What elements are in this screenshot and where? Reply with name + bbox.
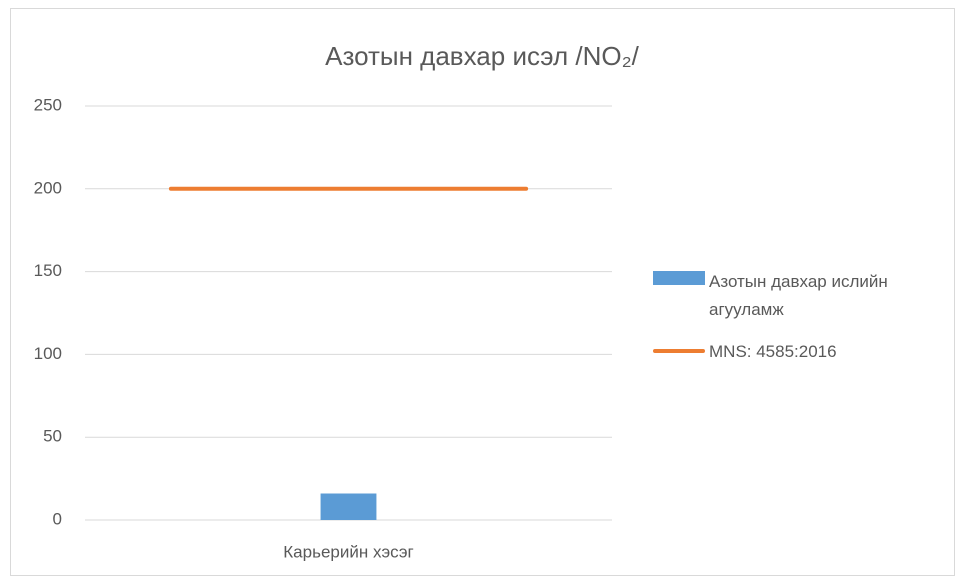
- y-tick-label: 150: [34, 261, 62, 280]
- legend-label: Азотын давхар ислийн агууламж: [709, 272, 888, 319]
- y-tick-label: 50: [43, 427, 62, 446]
- x-tick-label: Карьерийн хэсэг: [283, 542, 413, 561]
- y-tick-label: 250: [34, 95, 62, 114]
- legend-swatch: [653, 271, 705, 285]
- y-tick-label: 0: [53, 509, 62, 528]
- bar: [320, 493, 377, 520]
- y-tick-label: 100: [34, 344, 62, 363]
- chart-title: Азотын давхар исэл /NO₂/: [325, 41, 640, 71]
- legend-label: MNS: 4585:2016: [709, 342, 837, 361]
- chart-border: [10, 8, 955, 576]
- y-tick-label: 200: [34, 178, 62, 197]
